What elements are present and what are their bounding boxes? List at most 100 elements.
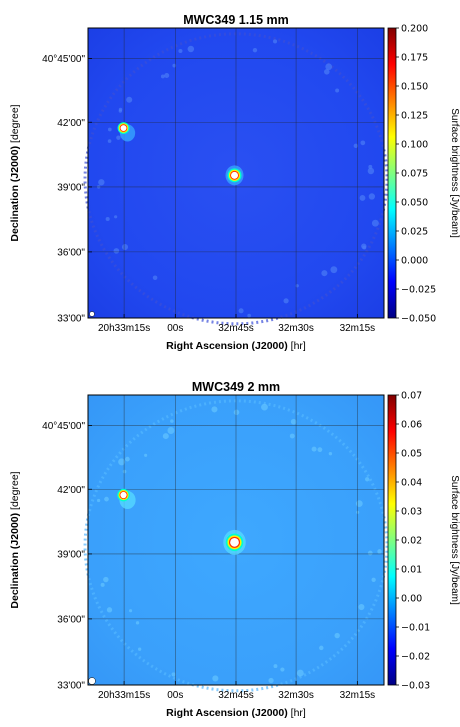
colorbar-label: Surface brightness [Jy/beam] bbox=[449, 108, 460, 238]
x-tick-label: 20h33m15s bbox=[98, 323, 150, 334]
colorbar-label: Surface brightness [Jy/beam] bbox=[449, 475, 460, 605]
noise-speck bbox=[328, 451, 333, 456]
x-axis-label-unit: [hr] bbox=[288, 707, 306, 719]
x-axis-label-main: Right Ascension (J2000) bbox=[166, 707, 288, 719]
primary-beam-edge bbox=[83, 399, 389, 693]
noise-speck bbox=[144, 453, 148, 457]
noise-speck bbox=[106, 607, 113, 613]
noise-speck bbox=[317, 447, 323, 453]
noise-speck bbox=[290, 418, 297, 425]
x-tick-label: 00s bbox=[167, 323, 183, 334]
noise-speck bbox=[118, 107, 123, 112]
x-tick-label: 32m45s bbox=[218, 690, 254, 701]
y-tick-label: 33'00" bbox=[57, 314, 85, 325]
noise-speck bbox=[364, 477, 370, 482]
noise-speck bbox=[125, 456, 130, 462]
noise-speck bbox=[330, 266, 338, 274]
noise-speck bbox=[96, 498, 101, 503]
x-tick-label: 32m15s bbox=[340, 323, 376, 334]
noise-speck bbox=[377, 549, 382, 554]
colorbar-tick-label: 0.200 bbox=[401, 24, 428, 35]
noise-speck bbox=[162, 433, 169, 440]
noise-speck bbox=[311, 446, 317, 452]
colorbar-tick-label: 0.06 bbox=[401, 420, 422, 431]
x-tick-label: 32m30s bbox=[278, 690, 314, 701]
y-tick-label: 40°45'00" bbox=[42, 54, 85, 65]
y-tick-label: 33'00" bbox=[57, 681, 85, 692]
colorbar bbox=[387, 394, 397, 686]
noise-speck bbox=[325, 63, 333, 71]
noise-speck bbox=[171, 672, 176, 677]
noise-speck bbox=[319, 645, 324, 651]
y-axis-label-unit: [degree] bbox=[9, 104, 21, 146]
colorbar-tick-label: 0.05 bbox=[401, 449, 422, 460]
colorbar-tick-label: 0.100 bbox=[401, 140, 428, 151]
colorbar-tick-label: 0.050 bbox=[401, 198, 428, 209]
noise-speck bbox=[321, 270, 328, 277]
x-axis-label: Right Ascension (J2000) [hr] bbox=[166, 340, 306, 352]
noise-speck bbox=[268, 677, 274, 684]
noise-speck bbox=[353, 143, 359, 149]
noise-speck bbox=[238, 308, 244, 314]
noise-speck bbox=[126, 96, 133, 103]
noise-speck bbox=[295, 284, 299, 288]
colorbar-tick-label: 0.01 bbox=[401, 565, 422, 576]
colorbar-tick-label: 0.175 bbox=[401, 53, 428, 64]
y-tick-label: 39'00" bbox=[57, 182, 85, 193]
noise-speck bbox=[100, 582, 105, 587]
colorbar-tick-label: −0.02 bbox=[401, 652, 430, 663]
noise-speck bbox=[334, 632, 340, 639]
noise-speck bbox=[129, 609, 133, 613]
colorbar-tick-label: 0.04 bbox=[401, 478, 422, 489]
noise-speck bbox=[212, 675, 219, 682]
noise-speck bbox=[247, 313, 251, 318]
colorbar-tick-label: 0.02 bbox=[401, 536, 422, 547]
y-tick-label: 40°45'00" bbox=[42, 421, 85, 432]
x-tick-label: 32m45s bbox=[218, 323, 254, 334]
noise-speck bbox=[138, 647, 142, 651]
source-peak bbox=[230, 537, 239, 547]
noise-speck bbox=[371, 219, 379, 227]
primary-beam-edge bbox=[83, 32, 389, 326]
noise-speck bbox=[371, 577, 376, 582]
y-axis-label: Declination (J2000) [degree] bbox=[9, 104, 21, 241]
noise-speck bbox=[273, 664, 278, 669]
x-axis-label: Right Ascension (J2000) [hr] bbox=[166, 707, 306, 719]
noise-speck bbox=[360, 140, 366, 146]
colorbar-tick-label: 0.03 bbox=[401, 507, 422, 518]
chart-panel-1: MWC349 1.15 mm 20h33m15s 00s 32m45s 32m30s 32… bbox=[9, 13, 460, 352]
y-tick-label: 42'00" bbox=[57, 485, 85, 496]
noise-speck bbox=[367, 550, 373, 556]
noise-speck bbox=[107, 139, 112, 143]
noise-speck bbox=[335, 88, 340, 93]
noise-speck bbox=[160, 74, 165, 79]
chart-panel-2: MWC349 2 mm 20h33m15s 00s 32m45s 32m30s 32m15… bbox=[9, 380, 460, 719]
noise-speck bbox=[118, 458, 126, 466]
y-axis-label-main: Declination (J2000) bbox=[9, 146, 21, 242]
noise-speck bbox=[296, 669, 304, 677]
colorbar-tick-label: 0.00 bbox=[401, 594, 422, 605]
colorbar-tick-label: 0.025 bbox=[401, 227, 428, 238]
y-tick-label: 39'00" bbox=[57, 549, 85, 560]
noise-speck bbox=[104, 496, 109, 502]
noise-speck bbox=[368, 193, 376, 200]
y-axis-label: Declination (J2000) [degree] bbox=[9, 471, 21, 608]
noise-speck bbox=[359, 195, 366, 201]
colorbar-tick-label: 0.125 bbox=[401, 111, 428, 122]
noise-speck bbox=[356, 510, 360, 514]
noise-speck bbox=[187, 45, 195, 53]
colorbar-tick-label: −0.01 bbox=[401, 623, 430, 634]
source-peak bbox=[231, 171, 239, 179]
noise-speck bbox=[289, 433, 295, 439]
x-tick-label: 20h33m15s bbox=[98, 690, 150, 701]
source-1 bbox=[223, 529, 246, 555]
beam-marker bbox=[89, 311, 95, 317]
noise-speck bbox=[324, 69, 330, 75]
colorbar bbox=[387, 27, 397, 319]
noise-speck bbox=[252, 47, 258, 53]
noise-speck bbox=[355, 500, 363, 508]
colorbar-tick-label: −0.025 bbox=[401, 285, 436, 296]
noise-speck bbox=[105, 216, 110, 222]
noise-speck bbox=[103, 576, 109, 583]
